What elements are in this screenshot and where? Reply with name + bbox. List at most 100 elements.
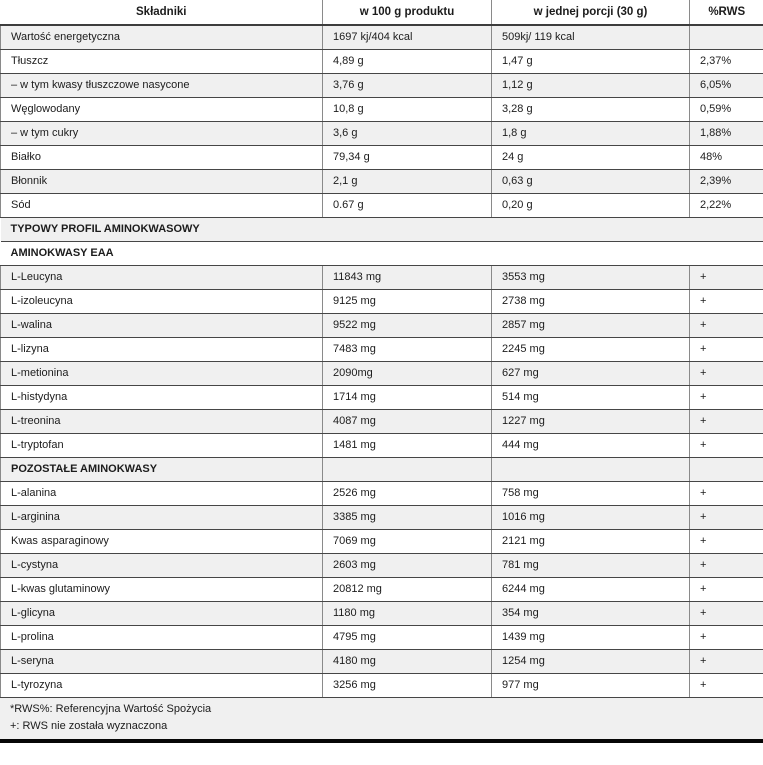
table-row: Sód 0.67 g 0,20 g 2,22% (0, 193, 763, 218)
per-serving-cell: 0,20 g (491, 193, 690, 218)
ingredient-cell: L-prolina (0, 625, 323, 650)
nutrition-facts-panel: Składniki w 100 g produktu w jednej porc… (0, 0, 763, 743)
ingredient-cell: L-Leucyna (0, 265, 323, 290)
ingredient-cell: – w tym cukry (0, 121, 323, 146)
table-row: Białko 79,34 g 24 g 48% (0, 145, 763, 170)
ingredient-cell: Białko (0, 145, 323, 170)
rws-cell: + (689, 265, 763, 290)
rws-cell: + (689, 505, 763, 530)
table-row: Błonnik 2,1 g 0,63 g 2,39% (0, 169, 763, 194)
footnotes: *RWS%: Referencyjna Wartość Spożycia +: … (0, 697, 763, 743)
table-row: L-tryptofan 1481 mg 444 mg + (0, 433, 763, 458)
rws-cell: + (689, 337, 763, 362)
rws-cell: + (689, 601, 763, 626)
section-header-label: AMINOKWASY EAA (0, 241, 763, 266)
column-header-rws: %RWS (689, 0, 763, 26)
footnote-plus: +: RWS nie została wyznaczona (10, 719, 168, 732)
table-row: L-Leucyna 11843 mg 3553 mg + (0, 265, 763, 290)
ingredient-cell: L-alanina (0, 481, 323, 506)
rws-cell (689, 25, 763, 50)
ingredient-cell: – w tym kwasy tłuszczowe nasycone (0, 73, 323, 98)
per-serving-cell: 2245 mg (491, 337, 690, 362)
per-100g-cell: 2,1 g (322, 169, 492, 194)
ingredient-cell: L-metionina (0, 361, 323, 386)
per-serving-cell: 2857 mg (491, 313, 690, 338)
per-100g-cell: 1714 mg (322, 385, 492, 410)
table-row: L-kwas glutaminowy 20812 mg 6244 mg + (0, 577, 763, 602)
ingredient-cell: L-kwas glutaminowy (0, 577, 323, 602)
per-serving-cell: 758 mg (491, 481, 690, 506)
ingredient-cell: L-walina (0, 313, 323, 338)
per-100g-cell: 3,76 g (322, 73, 492, 98)
ingredient-cell: Wartość energetyczna (0, 25, 323, 50)
table-row: L-cystyna 2603 mg 781 mg + (0, 553, 763, 578)
rws-cell: + (689, 361, 763, 386)
per-serving-cell: 514 mg (491, 385, 690, 410)
per-100g-cell: 2603 mg (322, 553, 492, 578)
rws-cell: + (689, 289, 763, 314)
per-100g-cell: 9522 mg (322, 313, 492, 338)
table-row: L-tyrozyna 3256 mg 977 mg + (0, 673, 763, 698)
per-100g-cell: 7483 mg (322, 337, 492, 362)
per-serving-cell: 2738 mg (491, 289, 690, 314)
table-row: L-alanina 2526 mg 758 mg + (0, 481, 763, 506)
table-row: L-glicyna 1180 mg 354 mg + (0, 601, 763, 626)
ingredient-cell: L-lizyna (0, 337, 323, 362)
ingredient-cell: L-tyrozyna (0, 673, 323, 698)
rws-cell: + (689, 625, 763, 650)
column-header-per-serving: w jednej porcji (30 g) (491, 0, 690, 26)
table-row: L-prolina 4795 mg 1439 mg + (0, 625, 763, 650)
header-row: Składniki w 100 g produktu w jednej porc… (0, 0, 763, 26)
ingredient-cell: L-seryna (0, 649, 323, 674)
per-100g-cell: 4795 mg (322, 625, 492, 650)
per-serving-cell: 1,12 g (491, 73, 690, 98)
per-100g-cell: 10,8 g (322, 97, 492, 122)
rws-cell: 2,39% (689, 169, 763, 194)
rws-cell: + (689, 433, 763, 458)
ingredient-cell: L-glicyna (0, 601, 323, 626)
per-serving-cell: 3,28 g (491, 97, 690, 122)
per-100g-cell: 1180 mg (322, 601, 492, 626)
table-row: Tłuszcz 4,89 g 1,47 g 2,37% (0, 49, 763, 74)
per-serving-cell: 509kj/ 119 kcal (491, 25, 690, 50)
per-serving-cell: 1254 mg (491, 649, 690, 674)
column-header-ingredients: Składniki (0, 0, 323, 26)
table-row: Wartość energetyczna 1697 kj/404 kcal 50… (0, 25, 763, 50)
per-100g-cell: 4087 mg (322, 409, 492, 434)
table-row: POZOSTAŁE AMINOKWASY (0, 457, 763, 482)
per-serving-cell: 1227 mg (491, 409, 690, 434)
per-serving-cell: 781 mg (491, 553, 690, 578)
table-row: L-histydyna 1714 mg 514 mg + (0, 385, 763, 410)
per-100g-cell: 3385 mg (322, 505, 492, 530)
per-100g-cell: 3256 mg (322, 673, 492, 698)
per-100g-cell: 2526 mg (322, 481, 492, 506)
rws-cell: + (689, 409, 763, 434)
rws-cell: 1,88% (689, 121, 763, 146)
rws-cell: + (689, 313, 763, 338)
section-header-row: AMINOKWASY EAA (0, 241, 763, 266)
rws-cell: 0,59% (689, 97, 763, 122)
section-header-label: TYPOWY PROFIL AMINOKWASOWY (0, 217, 763, 242)
ingredient-cell: Błonnik (0, 169, 323, 194)
rws-cell: + (689, 673, 763, 698)
ingredient-cell: POZOSTAŁE AMINOKWASY (0, 457, 323, 482)
per-serving-cell: 1,47 g (491, 49, 690, 74)
per-100g-cell: 20812 mg (322, 577, 492, 602)
table-header: Składniki w 100 g produktu w jednej porc… (0, 0, 763, 26)
rws-cell: + (689, 385, 763, 410)
per-serving-cell: 1,8 g (491, 121, 690, 146)
column-header-per-100g: w 100 g produktu (322, 0, 492, 26)
table-row: L-metionina 2090mg 627 mg + (0, 361, 763, 386)
per-100g-cell: 79,34 g (322, 145, 492, 170)
per-serving-cell: 6244 mg (491, 577, 690, 602)
ingredient-cell: L-treonina (0, 409, 323, 434)
per-serving-cell: 627 mg (491, 361, 690, 386)
table-row: Kwas asparaginowy 7069 mg 2121 mg + (0, 529, 763, 554)
ingredient-cell: L-izoleucyna (0, 289, 323, 314)
ingredient-cell: Kwas asparaginowy (0, 529, 323, 554)
table-row: – w tym cukry 3,6 g 1,8 g 1,88% (0, 121, 763, 146)
table-row: L-lizyna 7483 mg 2245 mg + (0, 337, 763, 362)
rws-cell: + (689, 553, 763, 578)
nutrition-table: Składniki w 100 g produktu w jednej porc… (0, 0, 763, 698)
ingredient-cell: L-histydyna (0, 385, 323, 410)
